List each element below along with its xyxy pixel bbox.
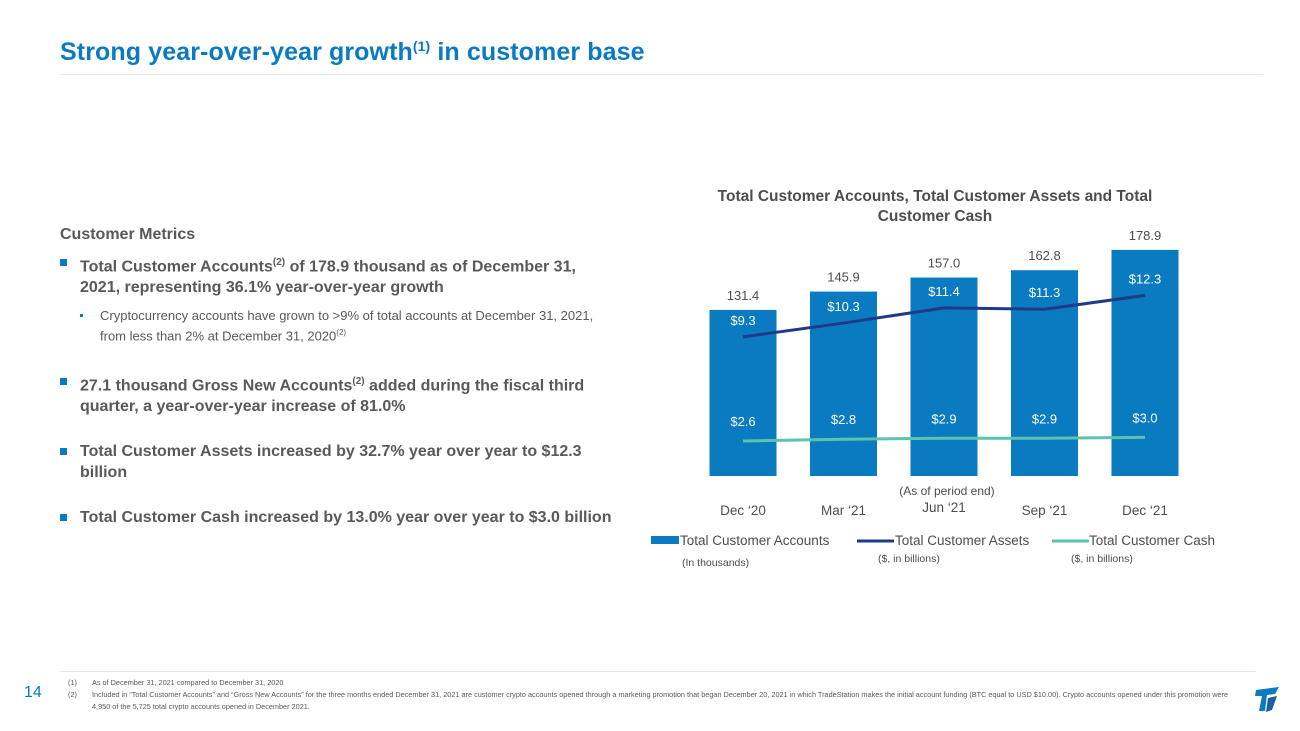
legend-label-assets: Total Customer Assets bbox=[895, 533, 1030, 548]
line-total-assets bbox=[742, 293, 1146, 339]
sub-bullet-crypto-accounts: Cryptocurrency accounts have grown to >9… bbox=[60, 307, 620, 344]
bar-value-label: 145.9 bbox=[827, 270, 860, 285]
bar-total-accounts bbox=[709, 309, 777, 476]
bar-total-accounts bbox=[1011, 270, 1078, 476]
bullet-marker bbox=[60, 447, 67, 455]
legend-label-accounts: Total Customer Accounts bbox=[680, 533, 830, 548]
title-divider bbox=[60, 74, 1263, 75]
line-total-cash bbox=[742, 435, 1146, 443]
period-note: (As of period end) bbox=[899, 484, 994, 498]
footnotes: (1) As of December 31, 2021 compared to D… bbox=[68, 677, 1248, 713]
assets-value-label: $12.3 bbox=[1129, 271, 1162, 286]
cash-value-label: $2.9 bbox=[1032, 411, 1057, 426]
legend-swatch-accounts bbox=[651, 536, 679, 544]
cash-value-label: $3.0 bbox=[1132, 410, 1157, 425]
assets-value-label: $9.3 bbox=[730, 313, 755, 328]
tradestation-logo bbox=[1255, 687, 1279, 712]
assets-value-label: $11.3 bbox=[1029, 285, 1061, 300]
footnote-1: (1) As of December 31, 2021 compared to D… bbox=[68, 678, 284, 687]
cash-value-label: $2.9 bbox=[931, 411, 956, 426]
cash-value-label: $2.6 bbox=[730, 414, 755, 429]
chart-title: Total Customer Accounts, Total Customer … bbox=[717, 188, 1153, 225]
bar-value-label: 131.4 bbox=[727, 288, 760, 303]
customer-chart: 131.4 145.9 157.0 162.8 178.9 $9.3 $10.3 $11.4 $… bbox=[651, 228, 1215, 569]
legend-note-cash: ($, in billions) bbox=[1071, 553, 1133, 565]
bullet-total-assets: Total Customer Assets increased by 32.7%… bbox=[60, 441, 620, 483]
x-tick-label: Jun ‘21 bbox=[922, 500, 966, 515]
bar-value-label: 162.8 bbox=[1028, 248, 1061, 263]
assets-value-label: $11.4 bbox=[928, 284, 960, 299]
page-title: Strong year-over-year growth(1) in custo… bbox=[60, 38, 645, 66]
bullet-total-cash: Total Customer Cash increased by 13.0% y… bbox=[60, 507, 620, 528]
legend-note-accounts: (In thousands) bbox=[682, 557, 749, 569]
footnote-2: (2) Included in “Total Customer Accounts”… bbox=[68, 690, 1229, 711]
bullet-marker bbox=[60, 259, 67, 266]
assets-value-label: $10.3 bbox=[827, 299, 860, 314]
page-number: 14 bbox=[24, 684, 42, 701]
bullet-marker bbox=[60, 513, 67, 521]
x-tick-label: Sep ‘21 bbox=[1022, 503, 1068, 518]
legend-label-cash: Total Customer Cash bbox=[1089, 533, 1215, 548]
x-tick-label: Dec ‘20 bbox=[720, 503, 766, 518]
footer-divider bbox=[60, 671, 1256, 672]
bar-value-label: 157.0 bbox=[928, 256, 961, 271]
title-footnote-ref: (1) bbox=[412, 38, 431, 54]
legend-note-assets: ($, in billions) bbox=[878, 553, 940, 565]
cash-value-label: $2.8 bbox=[831, 412, 856, 427]
bar-value-label: 178.9 bbox=[1129, 228, 1162, 243]
x-tick-label: Mar ‘21 bbox=[821, 503, 866, 518]
bullet-gross-new-accounts: 27.1 thousand Gross New Accounts(2) adde… bbox=[60, 371, 620, 417]
sub-bullet-marker bbox=[80, 314, 83, 318]
bullet-marker bbox=[60, 377, 67, 385]
customer-metrics: Customer Metrics Total Customer Accounts… bbox=[60, 226, 620, 528]
bullet-total-accounts: Total Customer Accounts(2) of 178.9 thou… bbox=[60, 252, 620, 298]
metrics-heading: Customer Metrics bbox=[60, 226, 196, 243]
x-tick-label: Dec ‘21 bbox=[1122, 503, 1168, 518]
